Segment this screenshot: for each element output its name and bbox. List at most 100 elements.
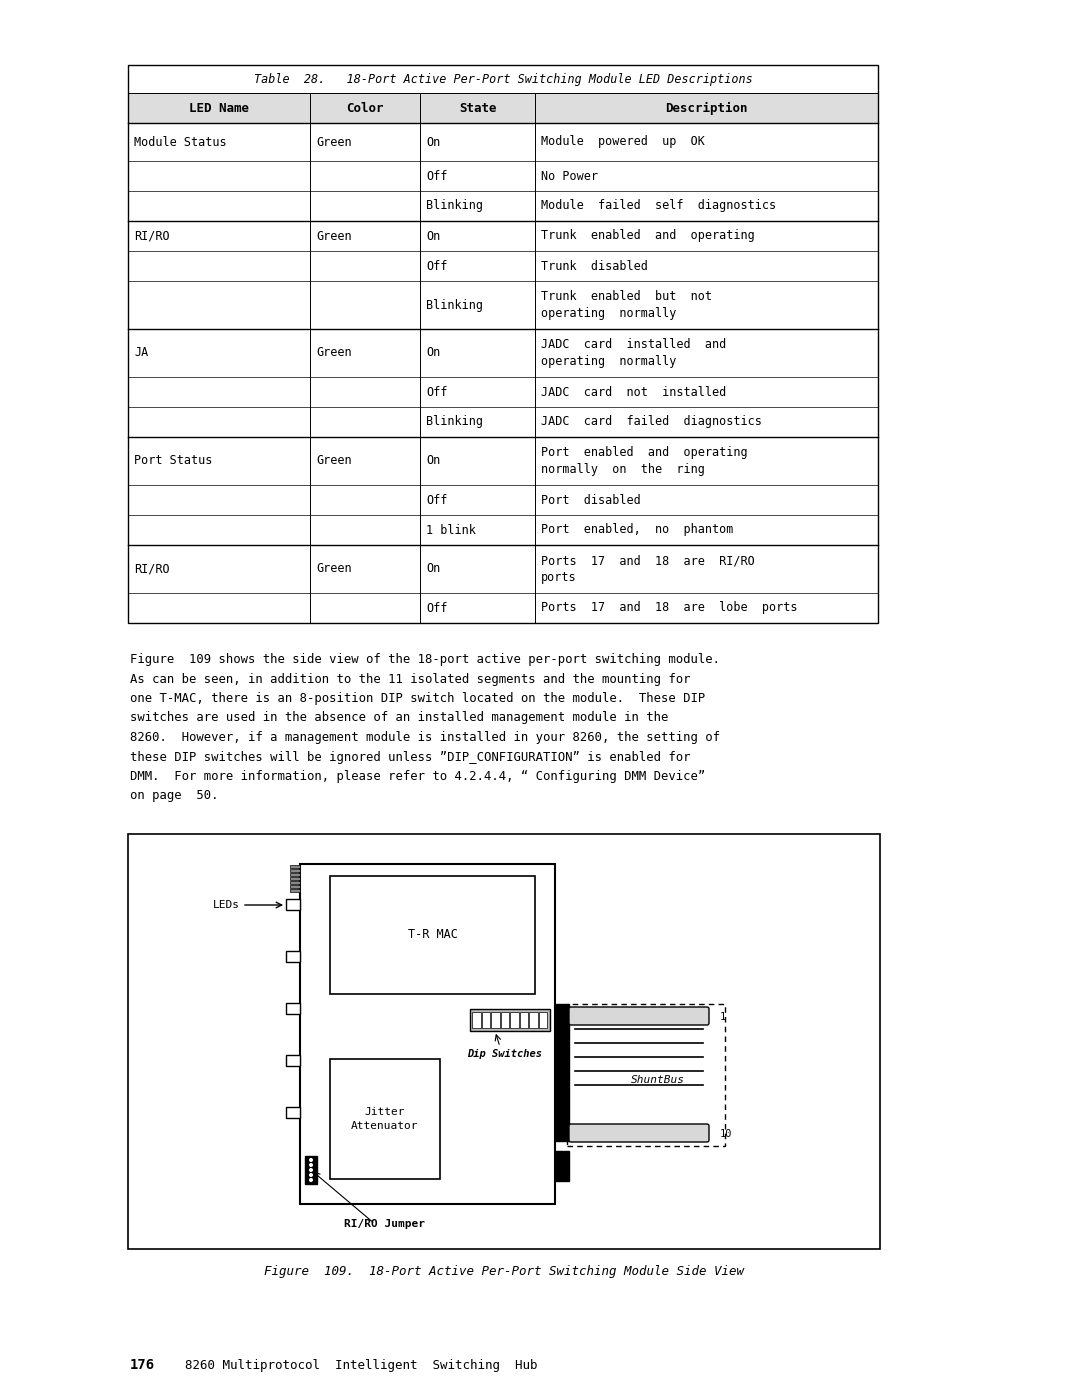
Text: Module  powered  up  OK: Module powered up OK — [541, 136, 705, 148]
Text: Trunk  enabled  and  operating: Trunk enabled and operating — [541, 229, 755, 243]
Text: LEDs: LEDs — [213, 900, 240, 909]
Text: 176: 176 — [130, 1358, 156, 1372]
Text: Table  28.   18-Port Active Per-Port Switching Module LED Descriptions: Table 28. 18-Port Active Per-Port Switch… — [254, 73, 753, 85]
Text: switches are used in the absence of an installed management module in the: switches are used in the absence of an i… — [130, 711, 669, 725]
Text: Off: Off — [426, 493, 447, 507]
Bar — [300, 863, 555, 1204]
Text: DMM.  For more information, please refer to 4.2.4.4, “ Configuring DMM Device”: DMM. For more information, please refer … — [130, 770, 705, 782]
Text: No Power: No Power — [541, 169, 598, 183]
Text: Jitter
Attenuator: Jitter Attenuator — [351, 1106, 419, 1132]
Text: Trunk  disabled: Trunk disabled — [541, 260, 648, 272]
Text: Blinking: Blinking — [426, 415, 483, 429]
Bar — [129, 834, 880, 1249]
Circle shape — [310, 1164, 312, 1166]
Text: On: On — [426, 346, 441, 359]
Text: Green: Green — [316, 136, 352, 148]
Circle shape — [310, 1158, 312, 1161]
Text: RI/RO: RI/RO — [134, 563, 170, 576]
Text: LED Name: LED Name — [189, 102, 249, 115]
Text: Off: Off — [426, 169, 447, 183]
Text: Blinking: Blinking — [426, 299, 483, 312]
Bar — [291, 873, 300, 876]
Text: On: On — [426, 454, 441, 468]
Bar — [472, 1011, 481, 1028]
Bar — [510, 1011, 518, 1028]
Bar — [500, 1011, 509, 1028]
Bar — [291, 886, 300, 888]
Text: Figure  109.  18-Port Active Per-Port Switching Module Side View: Figure 109. 18-Port Active Per-Port Swit… — [264, 1266, 744, 1278]
Text: Ports  17  and  18  are  lobe  ports: Ports 17 and 18 are lobe ports — [541, 602, 797, 615]
Text: Color: Color — [347, 102, 383, 115]
Bar — [291, 888, 300, 893]
Bar — [286, 1055, 300, 1066]
Bar — [286, 1106, 300, 1118]
Bar — [470, 1009, 550, 1031]
Text: Port  disabled: Port disabled — [541, 493, 640, 507]
Text: Off: Off — [426, 602, 447, 615]
Bar — [539, 1011, 546, 1028]
Text: 1 blink: 1 blink — [426, 524, 476, 536]
Bar — [286, 951, 300, 963]
Text: On: On — [426, 563, 441, 576]
Bar — [291, 882, 300, 884]
Bar — [519, 1011, 528, 1028]
Text: On: On — [426, 229, 441, 243]
Text: Module Status: Module Status — [134, 136, 227, 148]
Text: T-R MAC: T-R MAC — [407, 929, 458, 942]
Bar — [305, 1155, 318, 1185]
Bar — [286, 900, 300, 909]
Text: ShuntBus: ShuntBus — [631, 1076, 685, 1085]
Text: Green: Green — [316, 454, 352, 468]
FancyBboxPatch shape — [569, 1125, 708, 1141]
Text: RI/RO: RI/RO — [134, 229, 170, 243]
Text: Figure  109 shows the side view of the 18-port active per-port switching module.: Figure 109 shows the side view of the 18… — [130, 652, 720, 666]
Text: 8260 Multiprotocol  Intelligent  Switching  Hub: 8260 Multiprotocol Intelligent Switching… — [185, 1358, 538, 1372]
Circle shape — [310, 1179, 312, 1182]
Text: 8260.  However, if a management module is installed in your 8260, the setting of: 8260. However, if a management module is… — [130, 731, 720, 745]
Text: Trunk  enabled  but  not
operating  normally: Trunk enabled but not operating normally — [541, 291, 712, 320]
Bar — [129, 66, 878, 623]
Bar — [330, 1059, 440, 1179]
Text: Port  enabled  and  operating
normally  on  the  ring: Port enabled and operating normally on t… — [541, 446, 747, 476]
Text: Module  failed  self  diagnostics: Module failed self diagnostics — [541, 200, 777, 212]
Bar — [291, 865, 300, 868]
Bar — [129, 94, 878, 123]
Bar — [555, 1004, 569, 1141]
Bar — [529, 1011, 538, 1028]
Bar — [291, 877, 300, 880]
Text: Port Status: Port Status — [134, 454, 213, 468]
Text: JADC  card  installed  and
operating  normally: JADC card installed and operating normal… — [541, 338, 726, 367]
Bar — [286, 1003, 300, 1014]
Text: Green: Green — [316, 229, 352, 243]
Text: Green: Green — [316, 563, 352, 576]
Text: these DIP switches will be ignored unless ”DIP_CONFIGURATION” is enabled for: these DIP switches will be ignored unles… — [130, 750, 690, 764]
Circle shape — [310, 1173, 312, 1176]
Text: 1: 1 — [720, 1011, 726, 1023]
Bar — [555, 1151, 569, 1180]
Bar — [291, 869, 300, 872]
FancyBboxPatch shape — [569, 1007, 708, 1025]
Text: 10: 10 — [720, 1129, 732, 1139]
Text: JADC  card  failed  diagnostics: JADC card failed diagnostics — [541, 415, 761, 429]
Bar — [567, 1004, 725, 1146]
Bar — [482, 1011, 490, 1028]
Text: RI/RO Jumper: RI/RO Jumper — [345, 1220, 426, 1229]
Circle shape — [310, 1169, 312, 1171]
Text: one T-MAC, there is an 8-position DIP switch located on the module.  These DIP: one T-MAC, there is an 8-position DIP sw… — [130, 692, 705, 705]
Text: Dip Switches: Dip Switches — [468, 1049, 542, 1059]
Text: JADC  card  not  installed: JADC card not installed — [541, 386, 726, 398]
Text: Green: Green — [316, 346, 352, 359]
Text: On: On — [426, 136, 441, 148]
Bar — [330, 876, 535, 995]
Text: State: State — [459, 102, 496, 115]
Text: Port  enabled,  no  phantom: Port enabled, no phantom — [541, 524, 733, 536]
Text: on page  50.: on page 50. — [130, 789, 218, 802]
Text: JA: JA — [134, 346, 148, 359]
Text: Off: Off — [426, 260, 447, 272]
Bar — [491, 1011, 499, 1028]
Text: Blinking: Blinking — [426, 200, 483, 212]
Text: Description: Description — [665, 102, 747, 115]
Text: Ports  17  and  18  are  RI/RO
ports: Ports 17 and 18 are RI/RO ports — [541, 555, 755, 584]
Text: As can be seen, in addition to the 11 isolated segments and the mounting for: As can be seen, in addition to the 11 is… — [130, 672, 690, 686]
Text: Off: Off — [426, 386, 447, 398]
